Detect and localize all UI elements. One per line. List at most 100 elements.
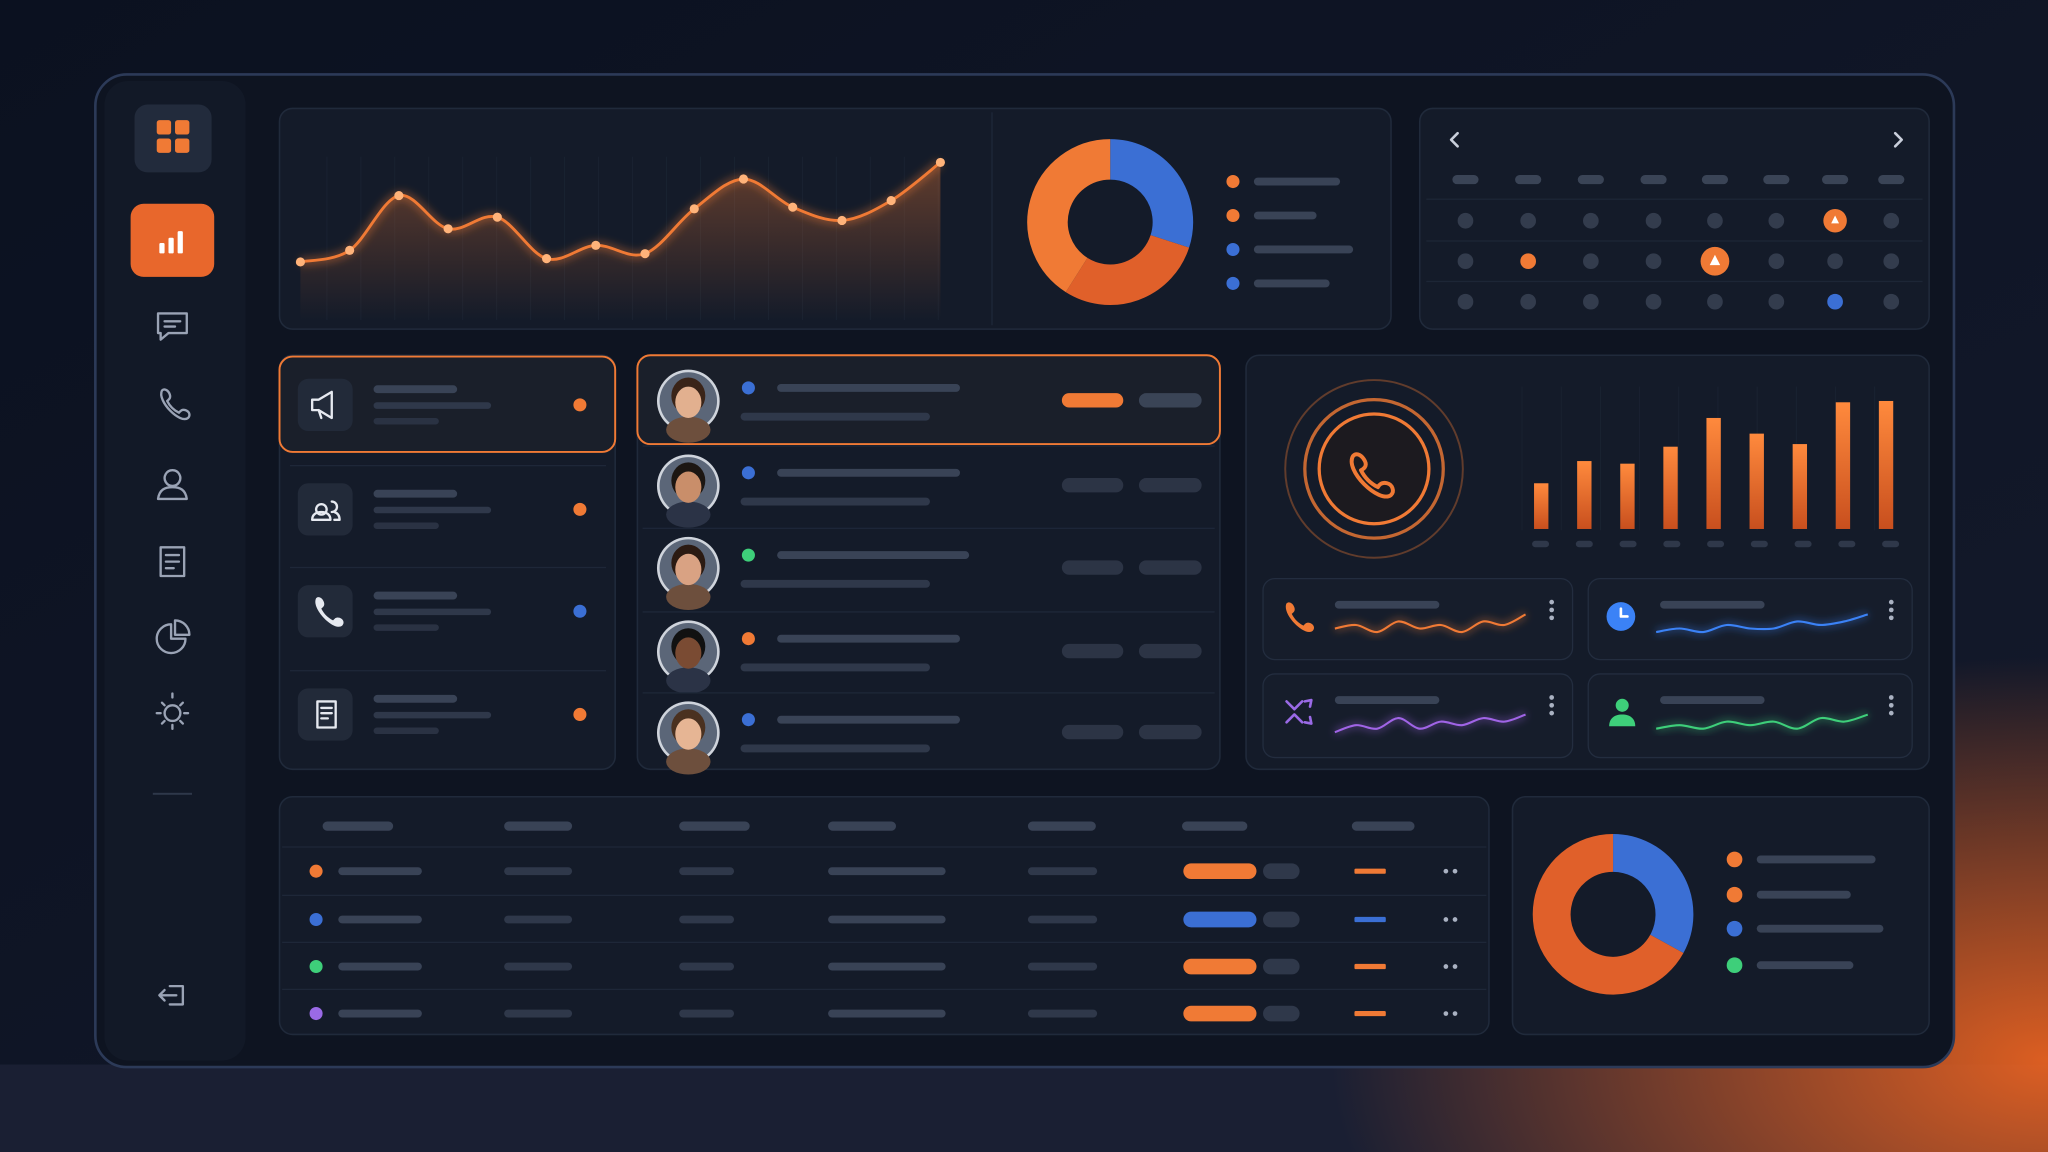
calendar-day[interactable] — [1707, 293, 1723, 310]
placeholder-bar — [1701, 175, 1728, 185]
calendar-row-line — [1426, 280, 1923, 283]
calendar-day[interactable] — [1645, 293, 1662, 310]
placeholder-bar — [338, 867, 422, 876]
avatar-face — [675, 637, 702, 669]
menu-dot — [1549, 710, 1555, 716]
avatar-face — [675, 718, 702, 750]
placeholder-bar — [1452, 175, 1479, 185]
placeholder-bar — [740, 744, 930, 753]
calendar-day[interactable] — [1520, 293, 1536, 310]
avatar-body — [666, 748, 711, 775]
avatar-face — [675, 386, 702, 418]
calendar-day[interactable] — [1768, 253, 1785, 270]
placeholder-bar — [1822, 175, 1849, 185]
placeholder-bar — [322, 821, 394, 831]
placeholder-bar — [679, 867, 735, 876]
placeholder-bar — [373, 591, 458, 600]
grid-line — [1639, 386, 1640, 531]
calendar-day[interactable] — [1457, 293, 1474, 310]
document-icon — [316, 700, 337, 729]
calendar-day[interactable] — [1707, 212, 1723, 229]
placeholder-bar — [373, 694, 458, 703]
nav-icon[interactable] — [156, 469, 188, 501]
line-point — [837, 215, 847, 226]
placeholder-bar — [1351, 821, 1415, 831]
placeholder-bar — [1756, 890, 1851, 899]
menu-dot — [1888, 599, 1894, 605]
nav-icon[interactable] — [156, 312, 188, 341]
placeholder-bar — [1182, 821, 1248, 831]
placeholder-bar — [828, 867, 946, 876]
line — [1655, 713, 1869, 730]
status-dot — [741, 548, 755, 562]
calendar-day[interactable] — [1768, 293, 1785, 310]
placeholder-bar — [1138, 393, 1202, 408]
calendar-day[interactable] — [1583, 293, 1599, 310]
status-dot — [309, 1007, 323, 1021]
metric-card — [1262, 673, 1574, 759]
calendar-day[interactable] — [1583, 212, 1599, 229]
calendar-day[interactable] — [1457, 253, 1474, 270]
menu-dot — [1888, 615, 1894, 621]
placeholder-bar — [373, 506, 492, 514]
line — [1334, 713, 1526, 734]
calendar-day[interactable] — [1827, 293, 1843, 310]
avatar-body — [666, 416, 711, 443]
row-divider — [282, 846, 1487, 848]
phone-icon — [315, 597, 344, 627]
nav-icon[interactable] — [155, 619, 191, 655]
bar — [1620, 463, 1635, 529]
grid-line — [326, 156, 328, 320]
calendar-day[interactable] — [1827, 253, 1843, 270]
calendar-day[interactable] — [1645, 253, 1662, 270]
calendar-day[interactable] — [1883, 253, 1900, 270]
nav-icon[interactable] — [155, 692, 190, 730]
placeholder-bar — [1878, 175, 1905, 185]
logo-button — [134, 104, 212, 173]
calendar-day[interactable] — [1883, 212, 1900, 229]
calendar-row-line — [1426, 198, 1923, 200]
placeholder-bar — [1794, 540, 1812, 548]
placeholder-bar — [1027, 915, 1098, 924]
logo-tile — [175, 138, 190, 153]
placeholder-bar — [828, 962, 946, 971]
legend-dot — [1226, 175, 1240, 189]
placeholder-bar — [504, 867, 573, 876]
placeholder-bar — [1882, 540, 1900, 548]
legend-dot — [1726, 851, 1743, 868]
placeholder-bar — [1663, 540, 1681, 548]
legend-dot — [1226, 276, 1240, 290]
placeholder-bar — [679, 962, 735, 971]
calendar-day[interactable] — [1520, 212, 1536, 229]
calendar-prev[interactable] — [1449, 131, 1459, 148]
placeholder-bar — [338, 915, 422, 924]
row-divider — [642, 445, 1215, 447]
calendar-day[interactable] — [1583, 253, 1599, 270]
bar — [1878, 400, 1894, 529]
menu-dot — [1549, 599, 1555, 605]
placeholder-bar — [1183, 911, 1257, 928]
avatar-face — [675, 553, 702, 586]
calendar-day[interactable] — [1645, 212, 1662, 229]
nav-icon[interactable] — [159, 546, 186, 578]
status-dot — [741, 632, 755, 646]
placeholder-bar — [679, 915, 735, 924]
calendar-day[interactable] — [1883, 293, 1900, 310]
placeholder-bar — [1756, 961, 1854, 970]
logout-icon[interactable] — [158, 984, 185, 1006]
placeholder-bar — [1183, 863, 1257, 880]
metric-card — [1587, 577, 1913, 661]
calendar-day[interactable] — [1457, 212, 1474, 229]
team-icon — [310, 500, 341, 522]
calendar-day[interactable] — [1768, 212, 1785, 229]
activity-icon-box — [297, 378, 353, 432]
placeholder-bar — [373, 489, 458, 498]
placeholder-bar — [1707, 540, 1725, 548]
activity-icon-box — [297, 483, 353, 536]
calendar-day[interactable] — [1520, 253, 1536, 270]
card-icon — [1615, 698, 1629, 712]
nav-icon[interactable] — [160, 388, 191, 421]
calendar-next[interactable] — [1893, 131, 1904, 148]
event-marker — [1709, 254, 1721, 266]
logo-tile — [156, 120, 172, 135]
